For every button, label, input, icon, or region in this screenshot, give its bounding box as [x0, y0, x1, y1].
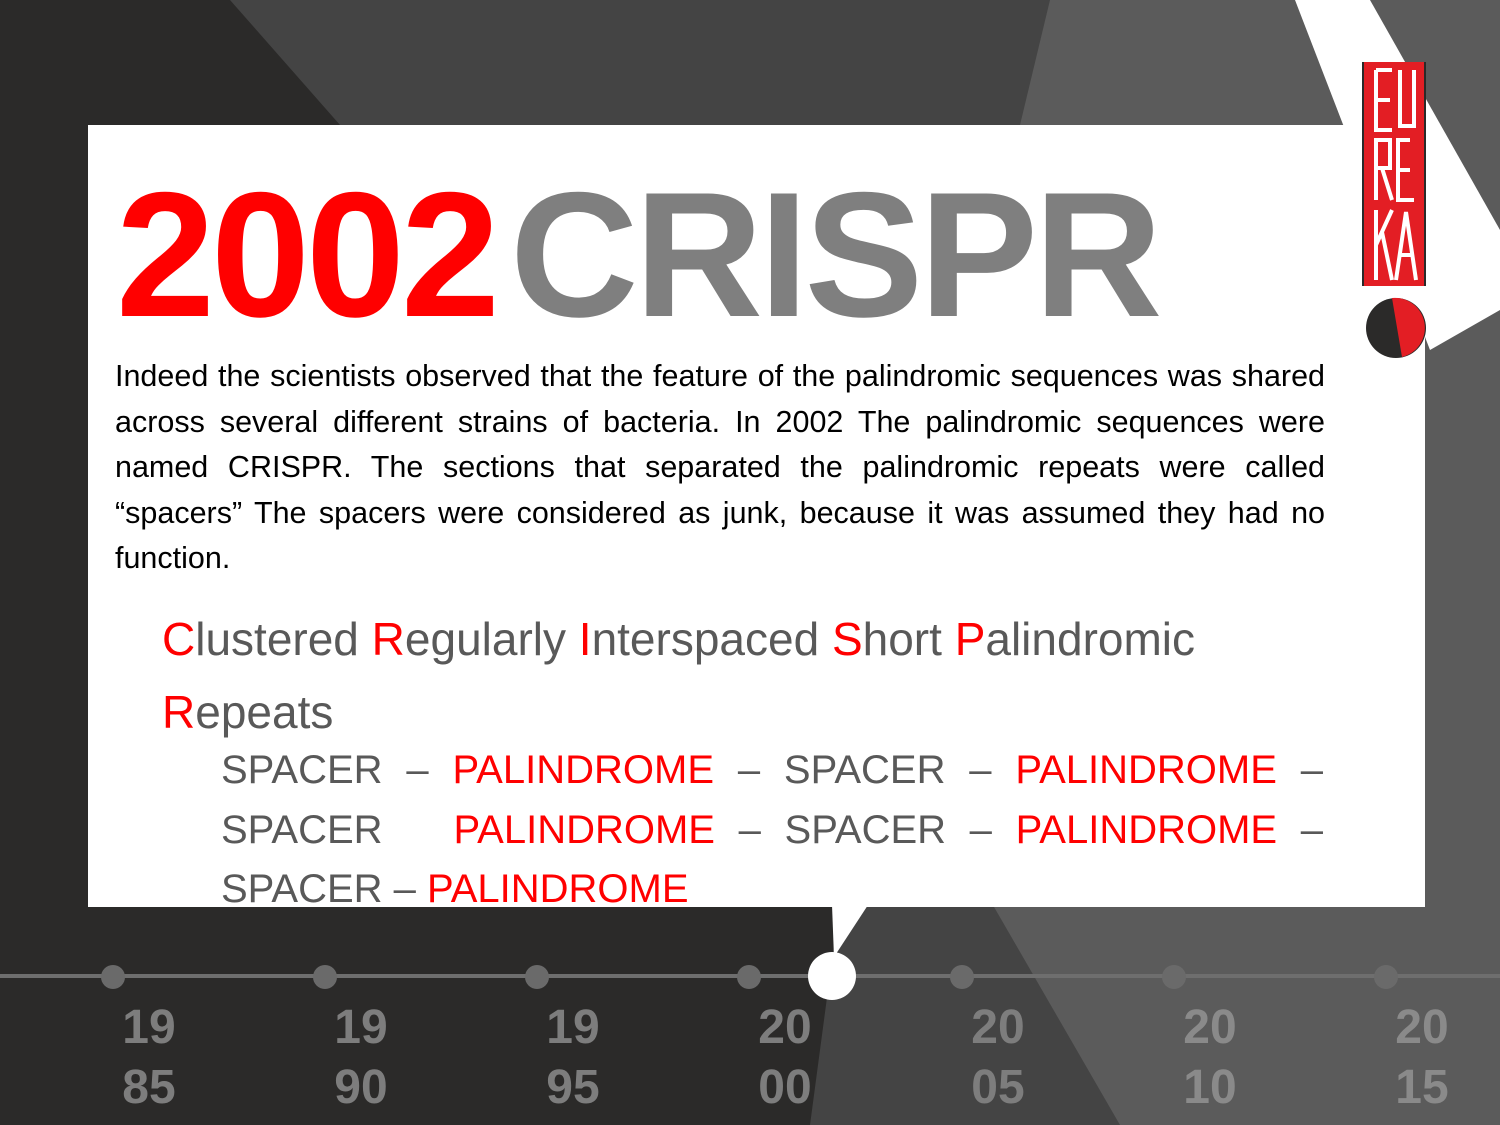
timeline-dot[interactable]: [1162, 965, 1186, 989]
text-segment: lustered: [195, 613, 372, 665]
timeline-year-label[interactable]: 1990: [334, 1001, 388, 1114]
timeline-year-label[interactable]: 2015: [1395, 1001, 1449, 1114]
highlighted-text: P: [954, 613, 986, 665]
highlighted-text: I: [578, 613, 592, 665]
timeline-dot[interactable]: [525, 965, 549, 989]
text-segment: – SPACER –: [221, 807, 1335, 912]
text-segment: egularly: [404, 613, 579, 665]
title-name: CRISPR: [509, 155, 1163, 354]
timeline-current-marker[interactable]: [808, 952, 856, 1000]
text-segment: alindromic: [985, 613, 1208, 665]
highlighted-text: R: [162, 686, 196, 738]
timeline-dot[interactable]: [950, 965, 974, 989]
timeline-year-label[interactable]: 1985: [122, 1001, 176, 1114]
highlighted-text: PALINDROME: [453, 807, 715, 852]
timeline-year-label[interactable]: 2000: [758, 1001, 812, 1114]
sequence-pattern: SPACER – PALINDROME – SPACER – PALINDROM…: [221, 741, 1323, 920]
text-segment: – SPACER –: [714, 748, 1016, 792]
text-segment: SPACER –: [221, 748, 453, 792]
content-card: 2002CRISPR Indeed the scientists observe…: [88, 125, 1425, 911]
timeline-year-label[interactable]: 2005: [971, 1001, 1025, 1114]
highlighted-text: PALINDROME: [1015, 748, 1277, 792]
text-segment: – SPACER: [221, 748, 1335, 852]
timeline-year-label[interactable]: 2010: [1183, 1001, 1237, 1114]
highlighted-text: R: [371, 613, 405, 665]
timeline-dot[interactable]: [1374, 965, 1398, 989]
text-segment: epeats: [195, 686, 334, 738]
description-paragraph: Indeed the scientists observed that the …: [115, 359, 1325, 575]
highlighted-text: PALINDROME: [427, 867, 689, 911]
slide-title: 2002CRISPR: [116, 165, 1163, 345]
timeline-dot[interactable]: [101, 965, 125, 989]
text-segment: hort: [862, 613, 955, 665]
eureka-logo: [1362, 62, 1426, 358]
highlighted-text: PALINDROME: [1015, 807, 1278, 852]
acronym-expansion: Clustered Regularly Interspaced Short Pa…: [162, 603, 1312, 749]
text-segment: – SPACER –: [714, 807, 1016, 852]
highlighted-text: C: [162, 613, 196, 665]
timeline-dot[interactable]: [737, 965, 761, 989]
highlighted-text: S: [831, 613, 863, 665]
timeline-dot[interactable]: [313, 965, 337, 989]
title-year: 2002: [116, 155, 500, 354]
highlighted-text: PALINDROME: [452, 748, 714, 792]
callout-pointer: [832, 905, 868, 957]
timeline-year-label[interactable]: 1995: [546, 1001, 600, 1114]
text-segment: nterspaced: [591, 613, 832, 665]
